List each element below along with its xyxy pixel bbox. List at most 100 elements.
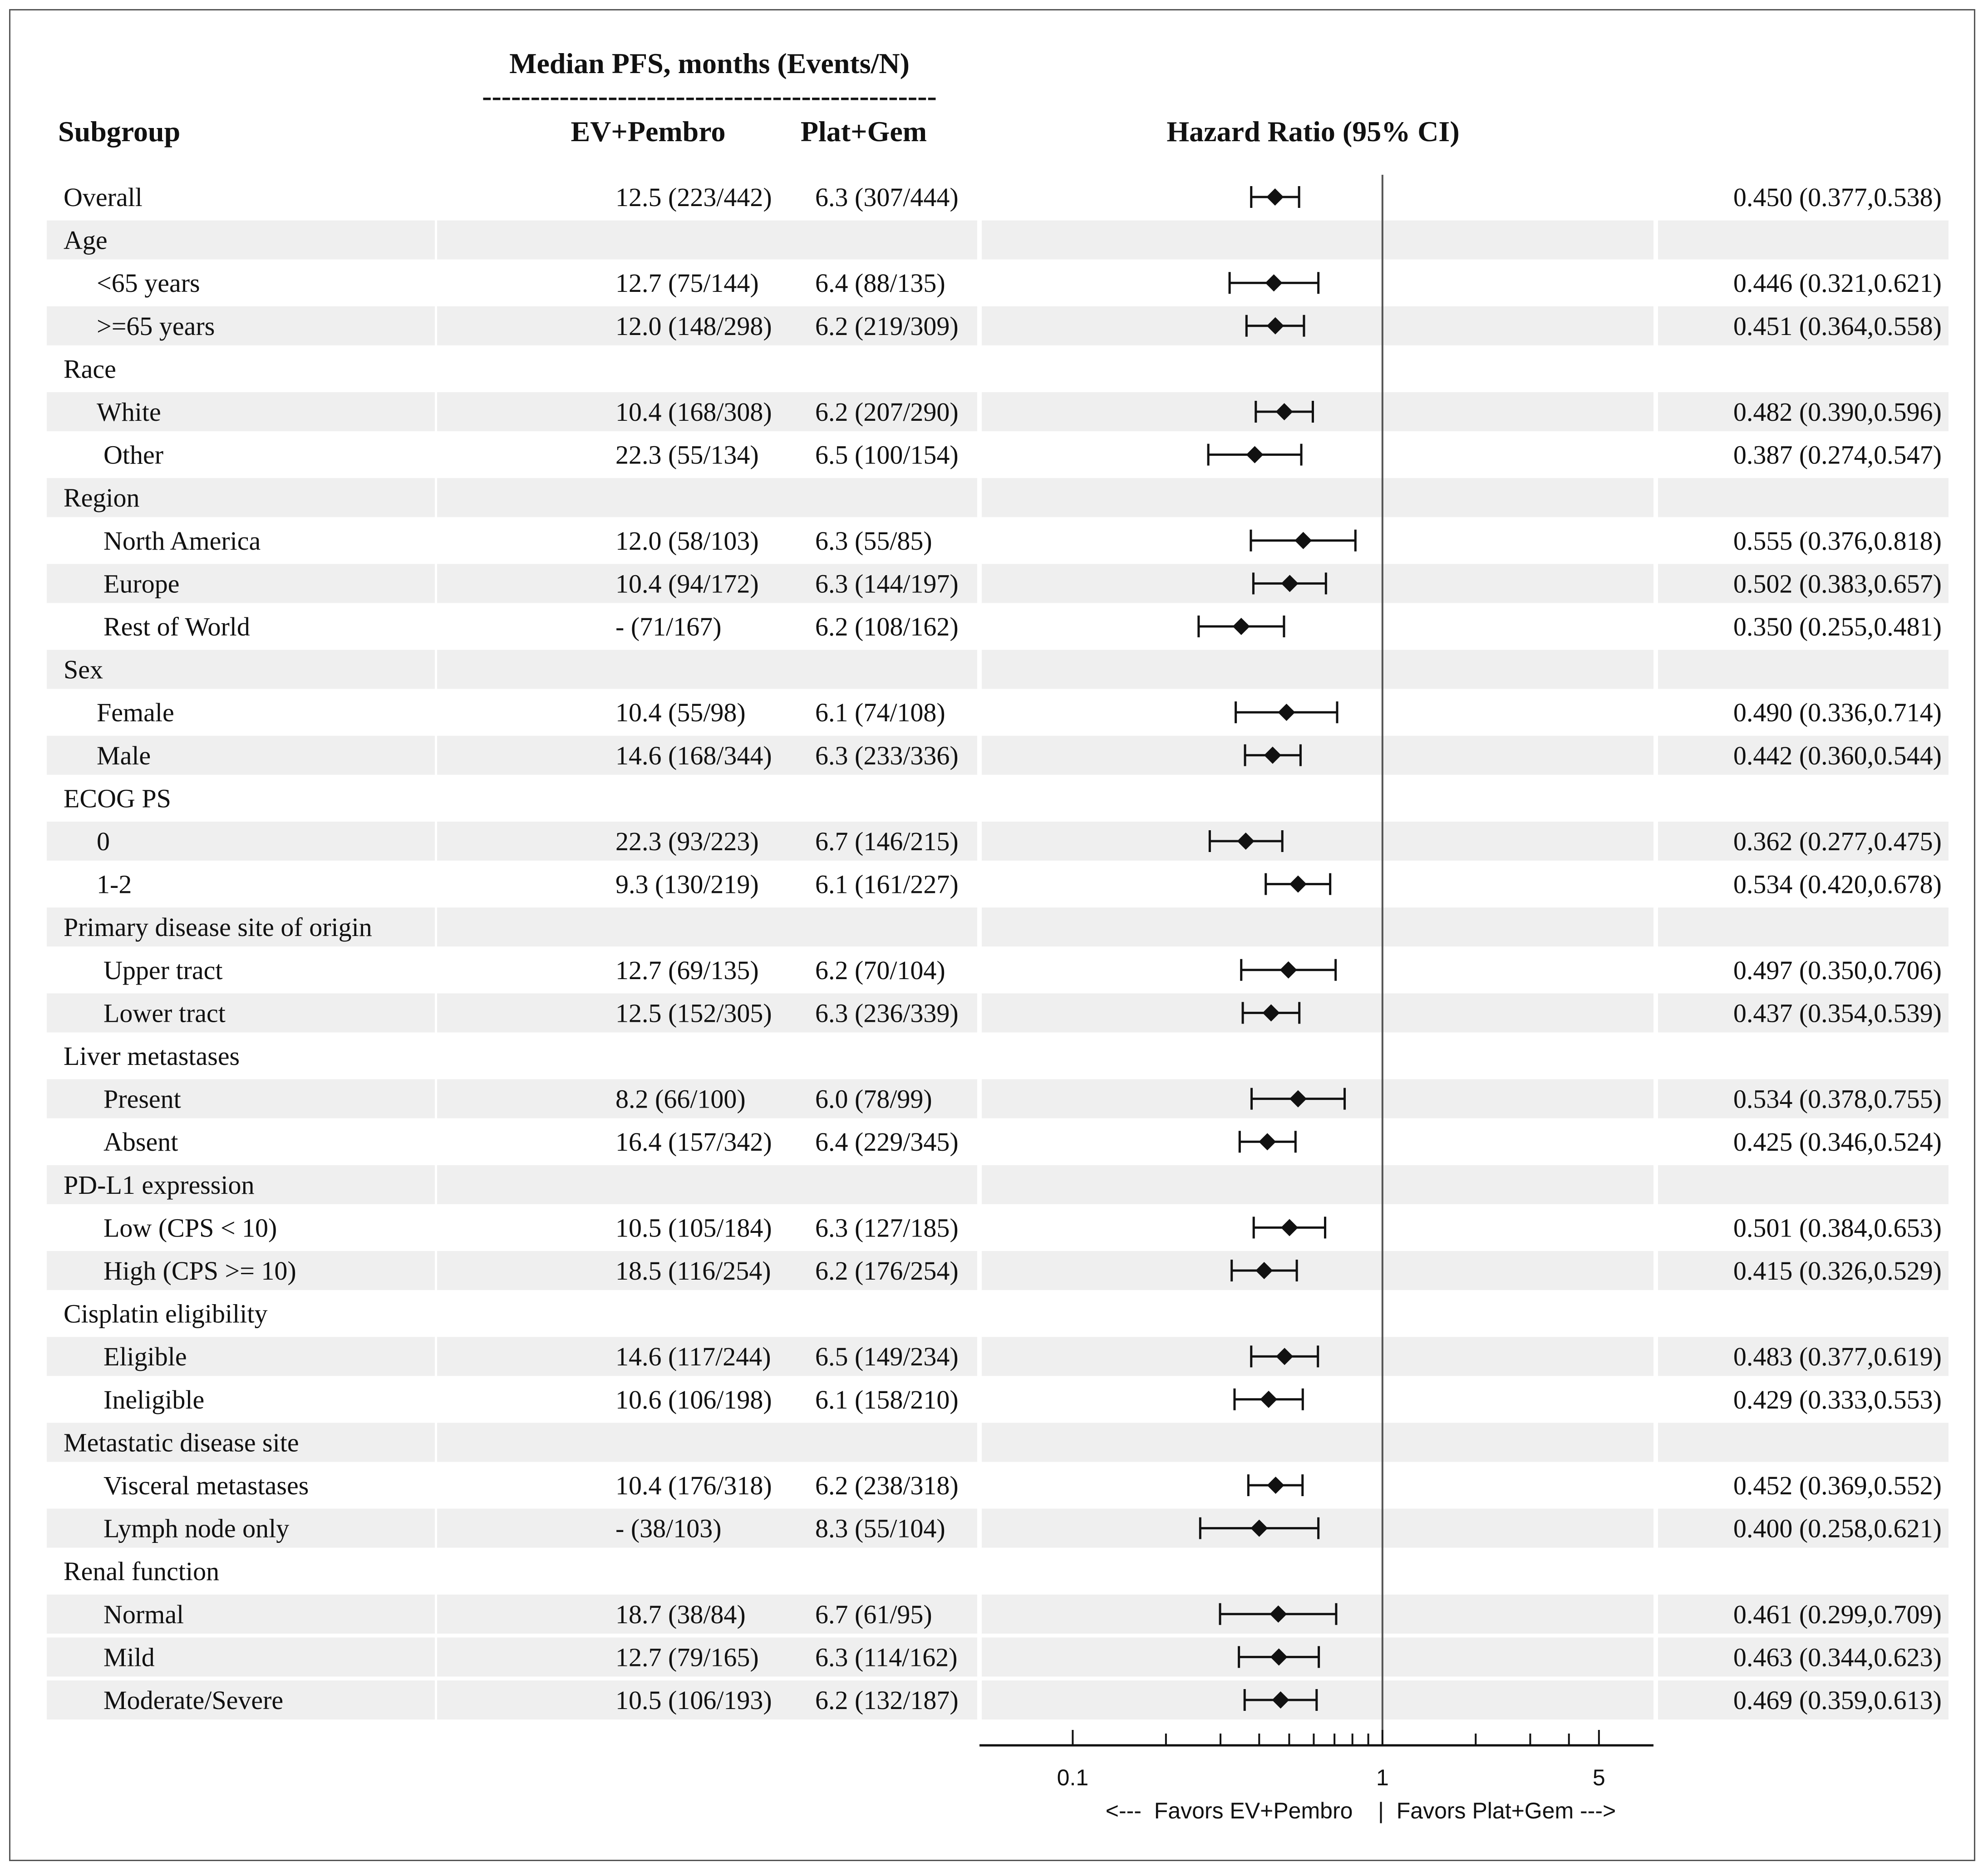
- row-shade: [982, 650, 1653, 689]
- subgroup-category-label: Sex: [64, 655, 103, 685]
- hazard-ratio-value: 0.400 (0.258,0.621): [1733, 1514, 1942, 1543]
- arm2-median-pfs: 6.0 (78/99): [815, 1084, 932, 1114]
- forest-plot: Median PFS, months (Events/N) ----------…: [47, 47, 1949, 1823]
- hazard-ratio-value: 0.490 (0.336,0.714): [1733, 698, 1942, 727]
- subgroup-category-label: Race: [64, 354, 116, 384]
- hazard-ratio-point: [1265, 274, 1283, 292]
- hazard-ratio-value: 0.501 (0.384,0.653): [1733, 1213, 1942, 1242]
- row-shade: [1658, 1079, 1949, 1118]
- subgroup-label: Low (CPS < 10): [103, 1213, 277, 1242]
- arm1-median-pfs: 22.3 (93/223): [615, 827, 759, 856]
- arm1-median-pfs: 10.4 (55/98): [615, 698, 746, 727]
- hazard-ratio-point: [1237, 833, 1255, 850]
- row-shade: [47, 993, 435, 1033]
- row-shade: [47, 1637, 435, 1677]
- hazard-ratio-point: [1276, 1348, 1294, 1365]
- hazard-ratio-value: 0.350 (0.255,0.481): [1733, 612, 1942, 641]
- subgroup-column-header: Subgroup: [58, 115, 180, 148]
- subgroup-label: Present: [103, 1084, 181, 1114]
- hazard-ratio-point: [1246, 446, 1264, 463]
- row-shade: [982, 392, 1653, 431]
- hazard-ratio-value: 0.452 (0.369,0.552): [1733, 1471, 1942, 1500]
- favors-direction-label: <--- Favors EV+Pembro | Favors Plat+Gem …: [1106, 1798, 1616, 1823]
- row-shade: [1658, 822, 1949, 861]
- row-shade: [47, 478, 435, 517]
- arm1-median-pfs: 18.5 (116/254): [615, 1256, 771, 1286]
- row-shade: [47, 306, 435, 345]
- subgroup-category-label: Cisplatin eligibility: [64, 1299, 268, 1329]
- arm1-median-pfs: 12.0 (148/298): [615, 311, 772, 341]
- hazard-ratio-value: 0.442 (0.360,0.544): [1733, 741, 1942, 770]
- row-shade: [47, 564, 435, 603]
- arm2-median-pfs: 6.2 (132/187): [815, 1685, 959, 1715]
- hazard-ratio-point: [1289, 875, 1307, 893]
- arm2-median-pfs: 6.2 (219/309): [815, 311, 959, 341]
- subgroup-label: Visceral metastases: [103, 1471, 309, 1500]
- row-shade: [47, 1337, 435, 1376]
- row-shade: [1658, 1637, 1949, 1677]
- arm1-median-pfs: 12.7 (69/135): [615, 956, 759, 985]
- hazard-ratio-value: 0.482 (0.390,0.596): [1733, 397, 1942, 427]
- row-shade: [982, 735, 1653, 775]
- row-shade: [982, 993, 1653, 1033]
- row-shade: [1658, 564, 1949, 603]
- arm1-median-pfs: 16.4 (157/342): [615, 1127, 772, 1157]
- row-shade: [1658, 392, 1949, 431]
- arm2-median-pfs: 6.1 (74/108): [815, 698, 945, 727]
- arm2-median-pfs: 6.3 (236/339): [815, 998, 959, 1028]
- arm1-median-pfs: 12.7 (79/165): [615, 1642, 759, 1672]
- arm1-median-pfs: 10.4 (176/318): [615, 1471, 772, 1500]
- hazard-ratio-point: [1272, 1691, 1289, 1709]
- subgroup-category-label: ECOG PS: [64, 783, 171, 813]
- hazard-ratio-point: [1270, 1648, 1288, 1666]
- hazard-ratio-value: 0.446 (0.321,0.621): [1733, 268, 1942, 298]
- row-shade: [1658, 1594, 1949, 1634]
- subgroup-label: Other: [103, 440, 163, 470]
- row-shade: [47, 1594, 435, 1634]
- row-shade: [437, 1251, 977, 1290]
- hazard-ratio-value: 0.415 (0.326,0.529): [1733, 1256, 1942, 1286]
- x-axis: 0.1 1 5: [979, 175, 1653, 1790]
- row-shade: [1658, 735, 1949, 775]
- hazard-ratio-point: [1289, 1090, 1307, 1108]
- arm1-median-pfs: 10.4 (94/172): [615, 569, 759, 598]
- row-shade: [437, 993, 977, 1033]
- row-shade: [47, 1165, 435, 1204]
- row-shade: [982, 907, 1653, 947]
- hazard-ratio-point: [1267, 1477, 1284, 1494]
- row-shade: [1658, 993, 1949, 1033]
- row-shade: [437, 1680, 977, 1719]
- hazard-ratio-point: [1279, 961, 1297, 979]
- row-shade: [1658, 478, 1949, 517]
- row-shade: [1658, 1337, 1949, 1376]
- row-shade: [437, 1508, 977, 1548]
- row-shade: [982, 822, 1653, 861]
- hazard-ratio-point: [1275, 403, 1293, 420]
- arm2-median-pfs: 6.7 (146/215): [815, 827, 959, 856]
- row-shade: [437, 1079, 977, 1118]
- subgroup-label: <65 years: [97, 268, 200, 298]
- hazard-ratio-point: [1250, 1519, 1268, 1537]
- arm2-median-pfs: 6.4 (88/135): [815, 268, 945, 298]
- row-shade: [47, 1423, 435, 1462]
- row-shade: [437, 1594, 977, 1634]
- hazard-ratio-value: 0.555 (0.376,0.818): [1733, 526, 1942, 556]
- arm1-median-pfs: 12.0 (58/103): [615, 526, 759, 556]
- row-shade: [437, 564, 977, 603]
- row-shade: [1658, 650, 1949, 689]
- arm2-median-pfs: 6.2 (70/104): [815, 956, 945, 985]
- row-shade: [982, 1165, 1653, 1204]
- hazard-ratio-point: [1278, 704, 1295, 721]
- subgroup-label: >=65 years: [97, 311, 215, 341]
- row-shade: [437, 1423, 977, 1462]
- arm1-column-header: EV+Pembro: [571, 115, 725, 148]
- row-shade: [47, 1680, 435, 1719]
- figure-frame: Median PFS, months (Events/N) ----------…: [9, 9, 1975, 1861]
- subgroup-label: Absent: [103, 1127, 178, 1157]
- row-shade: [47, 735, 435, 775]
- row-shade: [437, 1637, 977, 1677]
- subgroup-label: Overall: [64, 182, 143, 212]
- arm1-median-pfs: - (71/167): [615, 612, 722, 641]
- row-shade: [47, 220, 435, 260]
- subgroup-label: Ineligible: [103, 1385, 204, 1414]
